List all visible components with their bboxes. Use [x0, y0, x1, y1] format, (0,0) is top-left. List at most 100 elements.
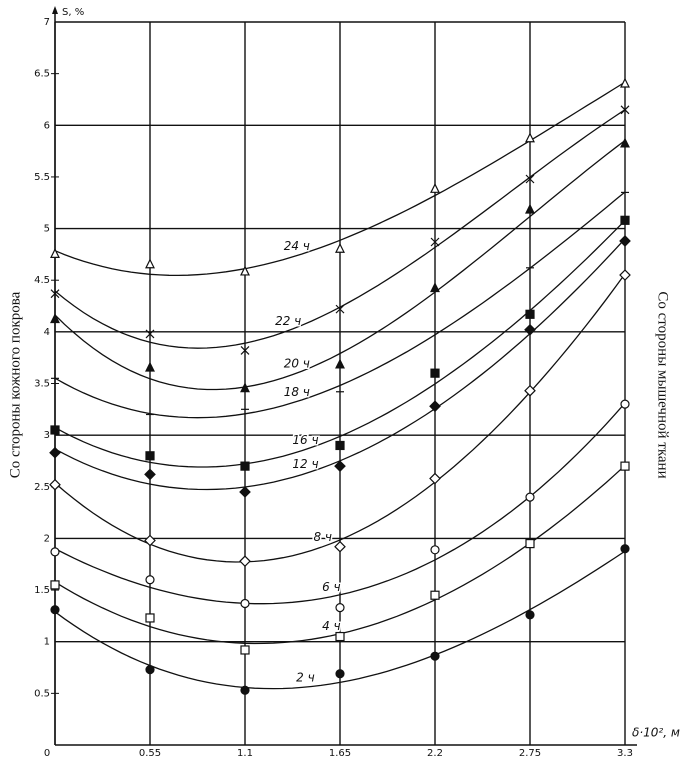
marker [240, 265, 250, 276]
marker [524, 323, 536, 336]
y-tick-label: 2.5 [34, 482, 50, 493]
marker [335, 603, 345, 613]
marker [335, 669, 345, 679]
series-label: 8 ч [313, 530, 332, 544]
marker [240, 598, 250, 609]
y-tick-label: 1 [44, 637, 50, 648]
marker [145, 361, 155, 372]
marker [620, 399, 630, 409]
y-axis-label: S, % [62, 7, 84, 18]
series-label: 2 ч [296, 671, 315, 685]
marker [240, 461, 250, 471]
x-tick-label: 1.1 [237, 748, 253, 759]
x-tick-label: 2.75 [519, 748, 541, 759]
marker [525, 132, 535, 143]
y-tick-label: 2 [44, 533, 50, 544]
marker [430, 368, 440, 378]
marker [525, 174, 535, 184]
marker [430, 182, 440, 193]
marker [50, 289, 60, 299]
series-label: 12 ч [292, 457, 318, 471]
marker [525, 610, 535, 620]
marker [525, 492, 535, 502]
marker [145, 613, 155, 623]
left-side-label: Со стороны кожного покрова [7, 291, 23, 478]
marker [430, 545, 440, 555]
marker [144, 468, 156, 481]
fit-curve [54, 139, 626, 391]
y-tick-label: 0.5 [34, 688, 50, 699]
marker [620, 544, 630, 554]
marker [50, 425, 60, 435]
marker [49, 478, 61, 491]
marker [240, 346, 250, 355]
series-label: 16 ч [292, 433, 318, 447]
x-tick-label: 0.55 [139, 748, 161, 759]
fit-curve [54, 109, 626, 349]
marker [145, 258, 155, 269]
marker [50, 605, 60, 615]
y-tick-label: 6.5 [34, 69, 50, 80]
marker [619, 235, 631, 247]
marker [620, 77, 630, 88]
marker [240, 382, 250, 393]
marker [335, 242, 345, 253]
marker [240, 685, 250, 695]
y-tick-label: 5.5 [34, 172, 50, 183]
marker [430, 590, 440, 600]
marker [50, 313, 60, 324]
marker [239, 555, 251, 567]
marker [145, 665, 155, 675]
marker [145, 451, 155, 461]
y-tick-label: 7 [44, 17, 50, 28]
marker [430, 282, 440, 293]
marker [334, 540, 346, 553]
series-label: 22 ч [275, 314, 301, 328]
x-axis-label: δ·10², м [632, 726, 680, 740]
marker [525, 538, 535, 549]
y-tick-label: 3 [44, 430, 50, 441]
marker [620, 461, 630, 471]
marker [429, 400, 441, 413]
marker [49, 446, 61, 459]
y-tick-label: 4.5 [34, 275, 50, 286]
marker [524, 384, 536, 397]
y-tick-label: 6 [44, 120, 50, 131]
marker [50, 580, 60, 590]
marker [145, 329, 155, 339]
y-tick-label: 5 [44, 224, 50, 235]
marker [240, 645, 250, 655]
x-tick-label: 1.65 [329, 748, 351, 759]
marker [335, 440, 345, 451]
marker [429, 472, 441, 485]
marker [50, 248, 60, 258]
series-label: 6 ч [322, 580, 341, 594]
y-tick-label: 1.5 [34, 585, 50, 596]
marker [239, 486, 251, 498]
marker [335, 358, 345, 369]
marker [144, 534, 156, 547]
axis-arrow [52, 6, 58, 14]
marker [50, 547, 60, 557]
y-tick-label: 3.5 [34, 379, 50, 390]
marker [525, 203, 535, 214]
marker [620, 105, 630, 115]
x-tick-label: 3.3 [617, 748, 633, 759]
marker [430, 237, 440, 247]
marker [335, 631, 345, 642]
marker [525, 309, 535, 319]
marker [145, 575, 155, 585]
series-label: 18 ч [284, 385, 310, 399]
y-tick-label: 4 [44, 327, 50, 338]
marker [619, 269, 631, 281]
marker [430, 651, 440, 661]
x-tick-label: 2.2 [427, 748, 443, 759]
right-side-label: Со стороны мышечной ткани [655, 291, 671, 478]
marker [335, 304, 345, 314]
marker [334, 460, 346, 472]
series-label: 24 ч [284, 239, 310, 253]
x-tick-label: 0 [44, 748, 50, 759]
marker [620, 137, 630, 148]
series-label: 4 ч [322, 619, 341, 633]
